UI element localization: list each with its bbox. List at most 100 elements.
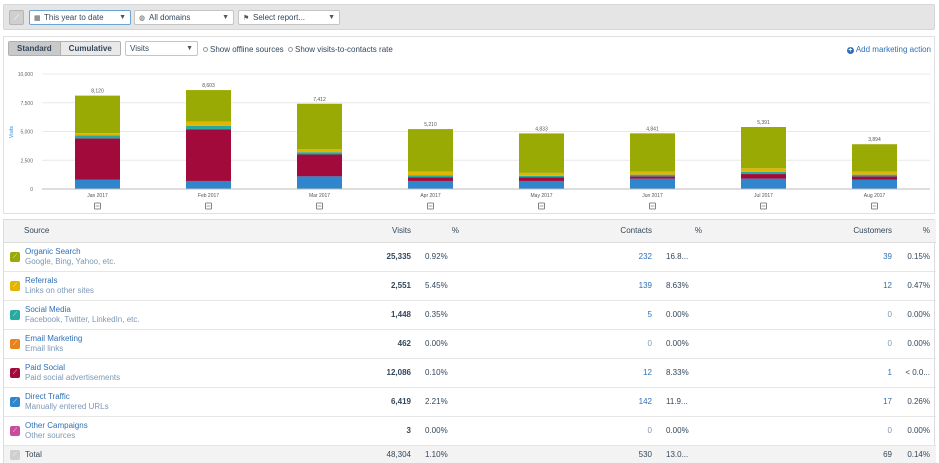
source-chart-icon[interactable]: ⟋: [10, 396, 20, 407]
y-axis-label: Visits: [9, 126, 15, 138]
source-name-link[interactable]: Referrals: [25, 275, 58, 285]
bar-total-label: 4,841: [646, 126, 659, 132]
report-dropdown[interactable]: ⚑ Select report... ▼: [238, 10, 340, 25]
total-customers-pct: 0.14%: [898, 445, 936, 463]
table-row: ⟋ Email Marketing Email links 462 0.00% 0 0.00…: [4, 329, 936, 359]
bar-segment: [741, 174, 786, 179]
globe-icon: ◍: [139, 15, 146, 22]
x-tick-label: Aug 2017: [864, 193, 886, 199]
table-row: ⟋ Organic Search Google, Bing, Yahoo, etc.…: [4, 242, 936, 272]
source-description: Paid social advertisements: [25, 372, 121, 382]
bar-total-label: 8,603: [202, 83, 215, 89]
bar-segment: [852, 174, 897, 177]
sources-table: Source Visits % Contacts % Customers % ⟋…: [3, 219, 936, 463]
visits-cell: 462: [329, 329, 417, 359]
view-mode-toggle: Standard Cumulative: [8, 41, 121, 56]
customers-cell: 39: [708, 242, 898, 272]
bar-total-label: 7,412: [313, 97, 326, 103]
col-visits-pct[interactable]: %: [417, 220, 465, 243]
visits-to-contacts-checkbox[interactable]: Show visits-to-contacts rate: [288, 45, 393, 54]
table-row: ⟋ Other Campaigns Other sources 3 0.00% 0 0.00…: [4, 416, 936, 446]
visits-cell: 6,419: [329, 387, 417, 417]
add-marketing-action-link[interactable]: + Add marketing action: [846, 45, 931, 54]
contacts-cell: 5: [465, 300, 658, 330]
contacts-cell: 12: [465, 358, 658, 388]
source-cell: ⟋ Organic Search Google, Bing, Yahoo, etc.: [4, 242, 329, 272]
source-description: Manually entered URLs: [25, 401, 109, 411]
offline-sources-checkbox[interactable]: Show offline sources: [203, 45, 284, 54]
bar-segment: [297, 152, 342, 155]
customers-pct-cell: 0.15%: [898, 242, 936, 272]
contacts-cell: 0: [465, 329, 658, 359]
col-customers-pct[interactable]: %: [898, 220, 936, 243]
calendar-icon: ▦: [34, 15, 41, 22]
customers-pct-cell: 0.26%: [898, 387, 936, 417]
source-name-link[interactable]: Social Media: [25, 304, 71, 314]
x-tick-label: May 2017: [531, 193, 553, 199]
bar-segment: [741, 178, 786, 189]
contacts-cell: 142: [465, 387, 658, 417]
bar-total-label: 4,833: [535, 126, 548, 132]
source-name-link[interactable]: Email Marketing: [25, 333, 83, 343]
bar-segment: [75, 138, 120, 180]
col-contacts[interactable]: Contacts: [465, 220, 658, 243]
bar-total-label: 5,391: [757, 120, 770, 126]
source-chart-icon[interactable]: ⟋: [10, 367, 20, 378]
customers-cell: 0: [708, 329, 898, 359]
visits-pct-cell: 0.00%: [417, 329, 465, 359]
total-chart-icon: ⟋: [10, 449, 20, 460]
chart-toggle-icon[interactable]: ⟋: [9, 10, 24, 25]
visits-pct-cell: 5.45%: [417, 271, 465, 301]
source-chart-icon[interactable]: ⟋: [10, 280, 20, 291]
contacts-cell: 139: [465, 271, 658, 301]
visits-cell: 1,448: [329, 300, 417, 330]
visits-pct-cell: 0.92%: [417, 242, 465, 272]
bar-segment: [852, 144, 897, 172]
table-row: ⟋ Direct Traffic Manually entered URLs 6,41…: [4, 387, 936, 417]
source-description: Facebook, Twitter, LinkedIn, etc.: [25, 314, 140, 324]
bar-segment: [186, 180, 231, 189]
source-name-link[interactable]: Direct Traffic: [25, 391, 70, 401]
contacts-pct-cell: 0.00%: [658, 300, 708, 330]
date-range-dropdown[interactable]: ▦ This year to date ▼: [29, 10, 131, 25]
source-chart-icon[interactable]: ⟋: [10, 251, 20, 262]
source-cell: ⟋ Direct Traffic Manually entered URLs: [4, 387, 329, 417]
tab-standard[interactable]: Standard: [9, 42, 60, 55]
total-contacts: 530: [465, 445, 658, 463]
source-name-link[interactable]: Other Campaigns: [25, 420, 88, 430]
source-cell: ⟋ Paid Social Paid social advertisements: [4, 358, 329, 388]
bar-total-label: 3,894: [868, 137, 881, 143]
customers-cell: 12: [708, 271, 898, 301]
bar-segment: [741, 168, 786, 172]
col-contacts-pct[interactable]: %: [658, 220, 708, 243]
col-visits[interactable]: Visits: [329, 220, 417, 243]
source-chart-icon[interactable]: ⟋: [10, 338, 20, 349]
chart-panel: Standard Cumulative Visits ▼ Show offlin…: [3, 36, 935, 214]
bar-segment: [297, 103, 342, 150]
chevron-down-icon: ▼: [222, 14, 229, 21]
contacts-pct-cell: 8.63%: [658, 271, 708, 301]
col-customers[interactable]: Customers: [708, 220, 898, 243]
source-chart-icon[interactable]: ⟋: [10, 309, 20, 320]
source-cell: ⟋ Other Campaigns Other sources: [4, 416, 329, 446]
source-name-link[interactable]: Paid Social: [25, 362, 66, 372]
visits-cell: 3: [329, 416, 417, 446]
col-source[interactable]: Source: [4, 220, 329, 243]
bar-segment: [519, 175, 564, 178]
customers-cell: 1: [708, 358, 898, 388]
source-name-link[interactable]: Organic Search: [25, 246, 81, 256]
bookmark-icon: ⚑: [243, 15, 250, 22]
bar-total-label: 8,120: [91, 89, 104, 95]
checkbox-icon: [203, 47, 208, 52]
bar-segment: [630, 178, 675, 189]
source-chart-icon[interactable]: ⟋: [10, 425, 20, 436]
bar-segment: [741, 127, 786, 169]
customers-pct-cell: 0.00%: [898, 416, 936, 446]
bar-segment: [630, 133, 675, 172]
tab-cumulative[interactable]: Cumulative: [59, 42, 120, 55]
metric-dropdown[interactable]: Visits ▼: [125, 41, 198, 56]
customers-pct-cell: 0.47%: [898, 271, 936, 301]
domains-dropdown[interactable]: ◍ All domains ▼: [134, 10, 234, 25]
bar-segment: [297, 176, 342, 189]
visits-cell: 2,551: [329, 271, 417, 301]
